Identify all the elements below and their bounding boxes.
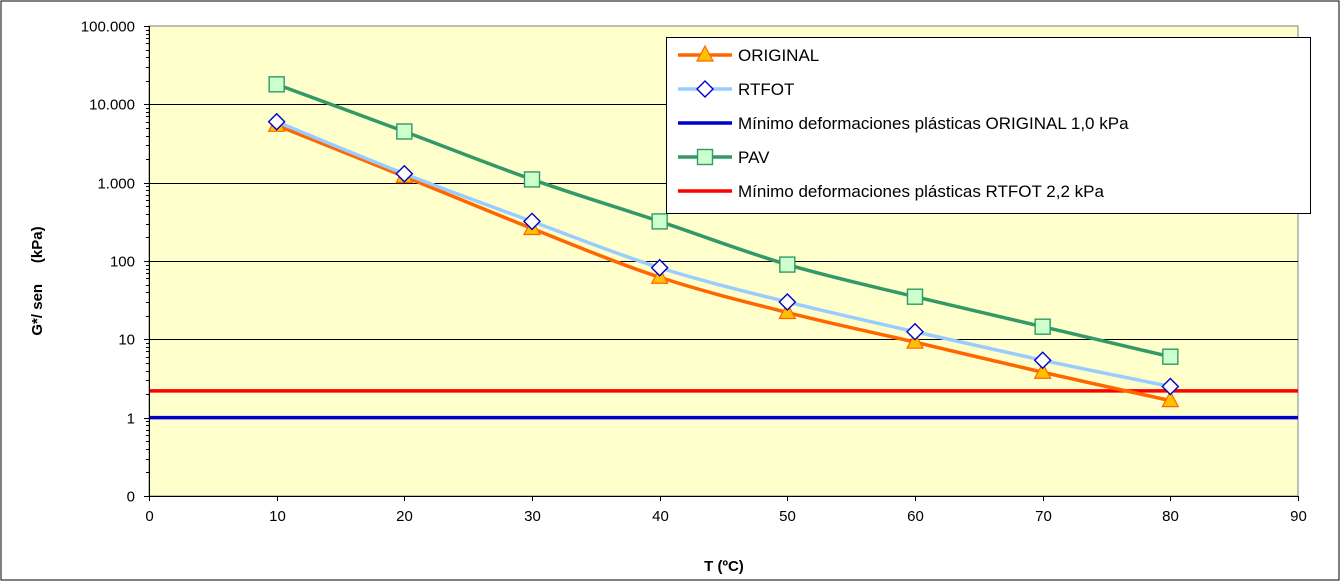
data-point bbox=[1161, 377, 1180, 396]
legend-label: RTFOT bbox=[738, 80, 794, 99]
legend-box bbox=[666, 37, 1311, 214]
legend-marker bbox=[696, 44, 714, 62]
x-tick-label: 60 bbox=[907, 508, 924, 525]
y-tick-label: 1 bbox=[127, 411, 135, 428]
y-tick-label: 100.000 bbox=[81, 19, 135, 36]
data-point bbox=[650, 258, 669, 277]
legend-marker bbox=[696, 148, 714, 166]
data-point bbox=[523, 212, 541, 231]
x-tick-label: 90 bbox=[1290, 508, 1307, 525]
data-point bbox=[396, 123, 413, 140]
data-point bbox=[778, 292, 797, 311]
x-tick-label: 80 bbox=[1162, 508, 1179, 525]
y-tick-label: 100 bbox=[110, 254, 135, 271]
data-point bbox=[1161, 390, 1180, 408]
data-point bbox=[779, 256, 796, 273]
legend-label: Mínimo deformaciones plásticas RTFOT 2,2… bbox=[738, 182, 1105, 201]
legend-label: Mínimo deformaciones plásticas ORIGINAL … bbox=[738, 114, 1129, 133]
legend-item: RTFOT bbox=[678, 80, 794, 99]
data-point bbox=[1034, 318, 1051, 335]
legend-label: PAV bbox=[738, 148, 770, 167]
y-tick-label: 1.000 bbox=[97, 176, 135, 193]
x-tick-label: 20 bbox=[396, 508, 413, 525]
legend-item: PAV bbox=[678, 148, 770, 167]
legend-item: Mínimo deformaciones plásticas RTFOT 2,2… bbox=[678, 182, 1105, 201]
data-point bbox=[906, 322, 924, 341]
data-point bbox=[651, 213, 668, 230]
series-group bbox=[267, 76, 1180, 408]
x-axis-title: T (ºC) bbox=[704, 558, 744, 575]
x-tick-label: 50 bbox=[779, 508, 796, 525]
legend-label: ORIGINAL bbox=[738, 46, 819, 65]
x-tick-label: 30 bbox=[524, 508, 541, 525]
reference-lines bbox=[149, 389, 1298, 420]
legend-marker bbox=[696, 80, 714, 98]
series-line bbox=[276, 82, 1171, 359]
data-point bbox=[523, 171, 541, 188]
data-point bbox=[906, 288, 924, 305]
data-point bbox=[268, 76, 285, 93]
data-point bbox=[395, 164, 414, 183]
series-line bbox=[276, 120, 1171, 389]
y-tick-label: 10.000 bbox=[89, 97, 135, 114]
y-tick-label: 0 bbox=[127, 489, 135, 506]
axes: 0 1 10 100 1.000 10.000 100.000 0 10 20 30 40 50 60 70… bbox=[81, 19, 1307, 526]
legend-item: Mínimo deformaciones plásticas ORIGINAL … bbox=[678, 114, 1129, 133]
x-tick-label: 10 bbox=[269, 508, 286, 525]
y-axis-title: G*/ sen (kPa) bbox=[29, 226, 46, 335]
x-tick-label: 40 bbox=[652, 508, 669, 525]
y-tick-label: 10 bbox=[118, 332, 135, 349]
data-point bbox=[1162, 348, 1179, 365]
data-point bbox=[267, 112, 286, 131]
data-point bbox=[1033, 351, 1052, 370]
data-point bbox=[778, 302, 797, 320]
series-line bbox=[276, 123, 1171, 403]
data-point bbox=[1033, 361, 1052, 379]
legend-item: ORIGINAL bbox=[678, 44, 819, 65]
series-rtfot bbox=[267, 112, 1180, 396]
x-tick-label: 70 bbox=[1035, 508, 1052, 525]
legend: ORIGINAL RTFOT Mínimo deformaciones plásti… bbox=[666, 37, 1311, 214]
x-tick-label: 0 bbox=[145, 508, 153, 525]
series-pav bbox=[268, 76, 1179, 365]
